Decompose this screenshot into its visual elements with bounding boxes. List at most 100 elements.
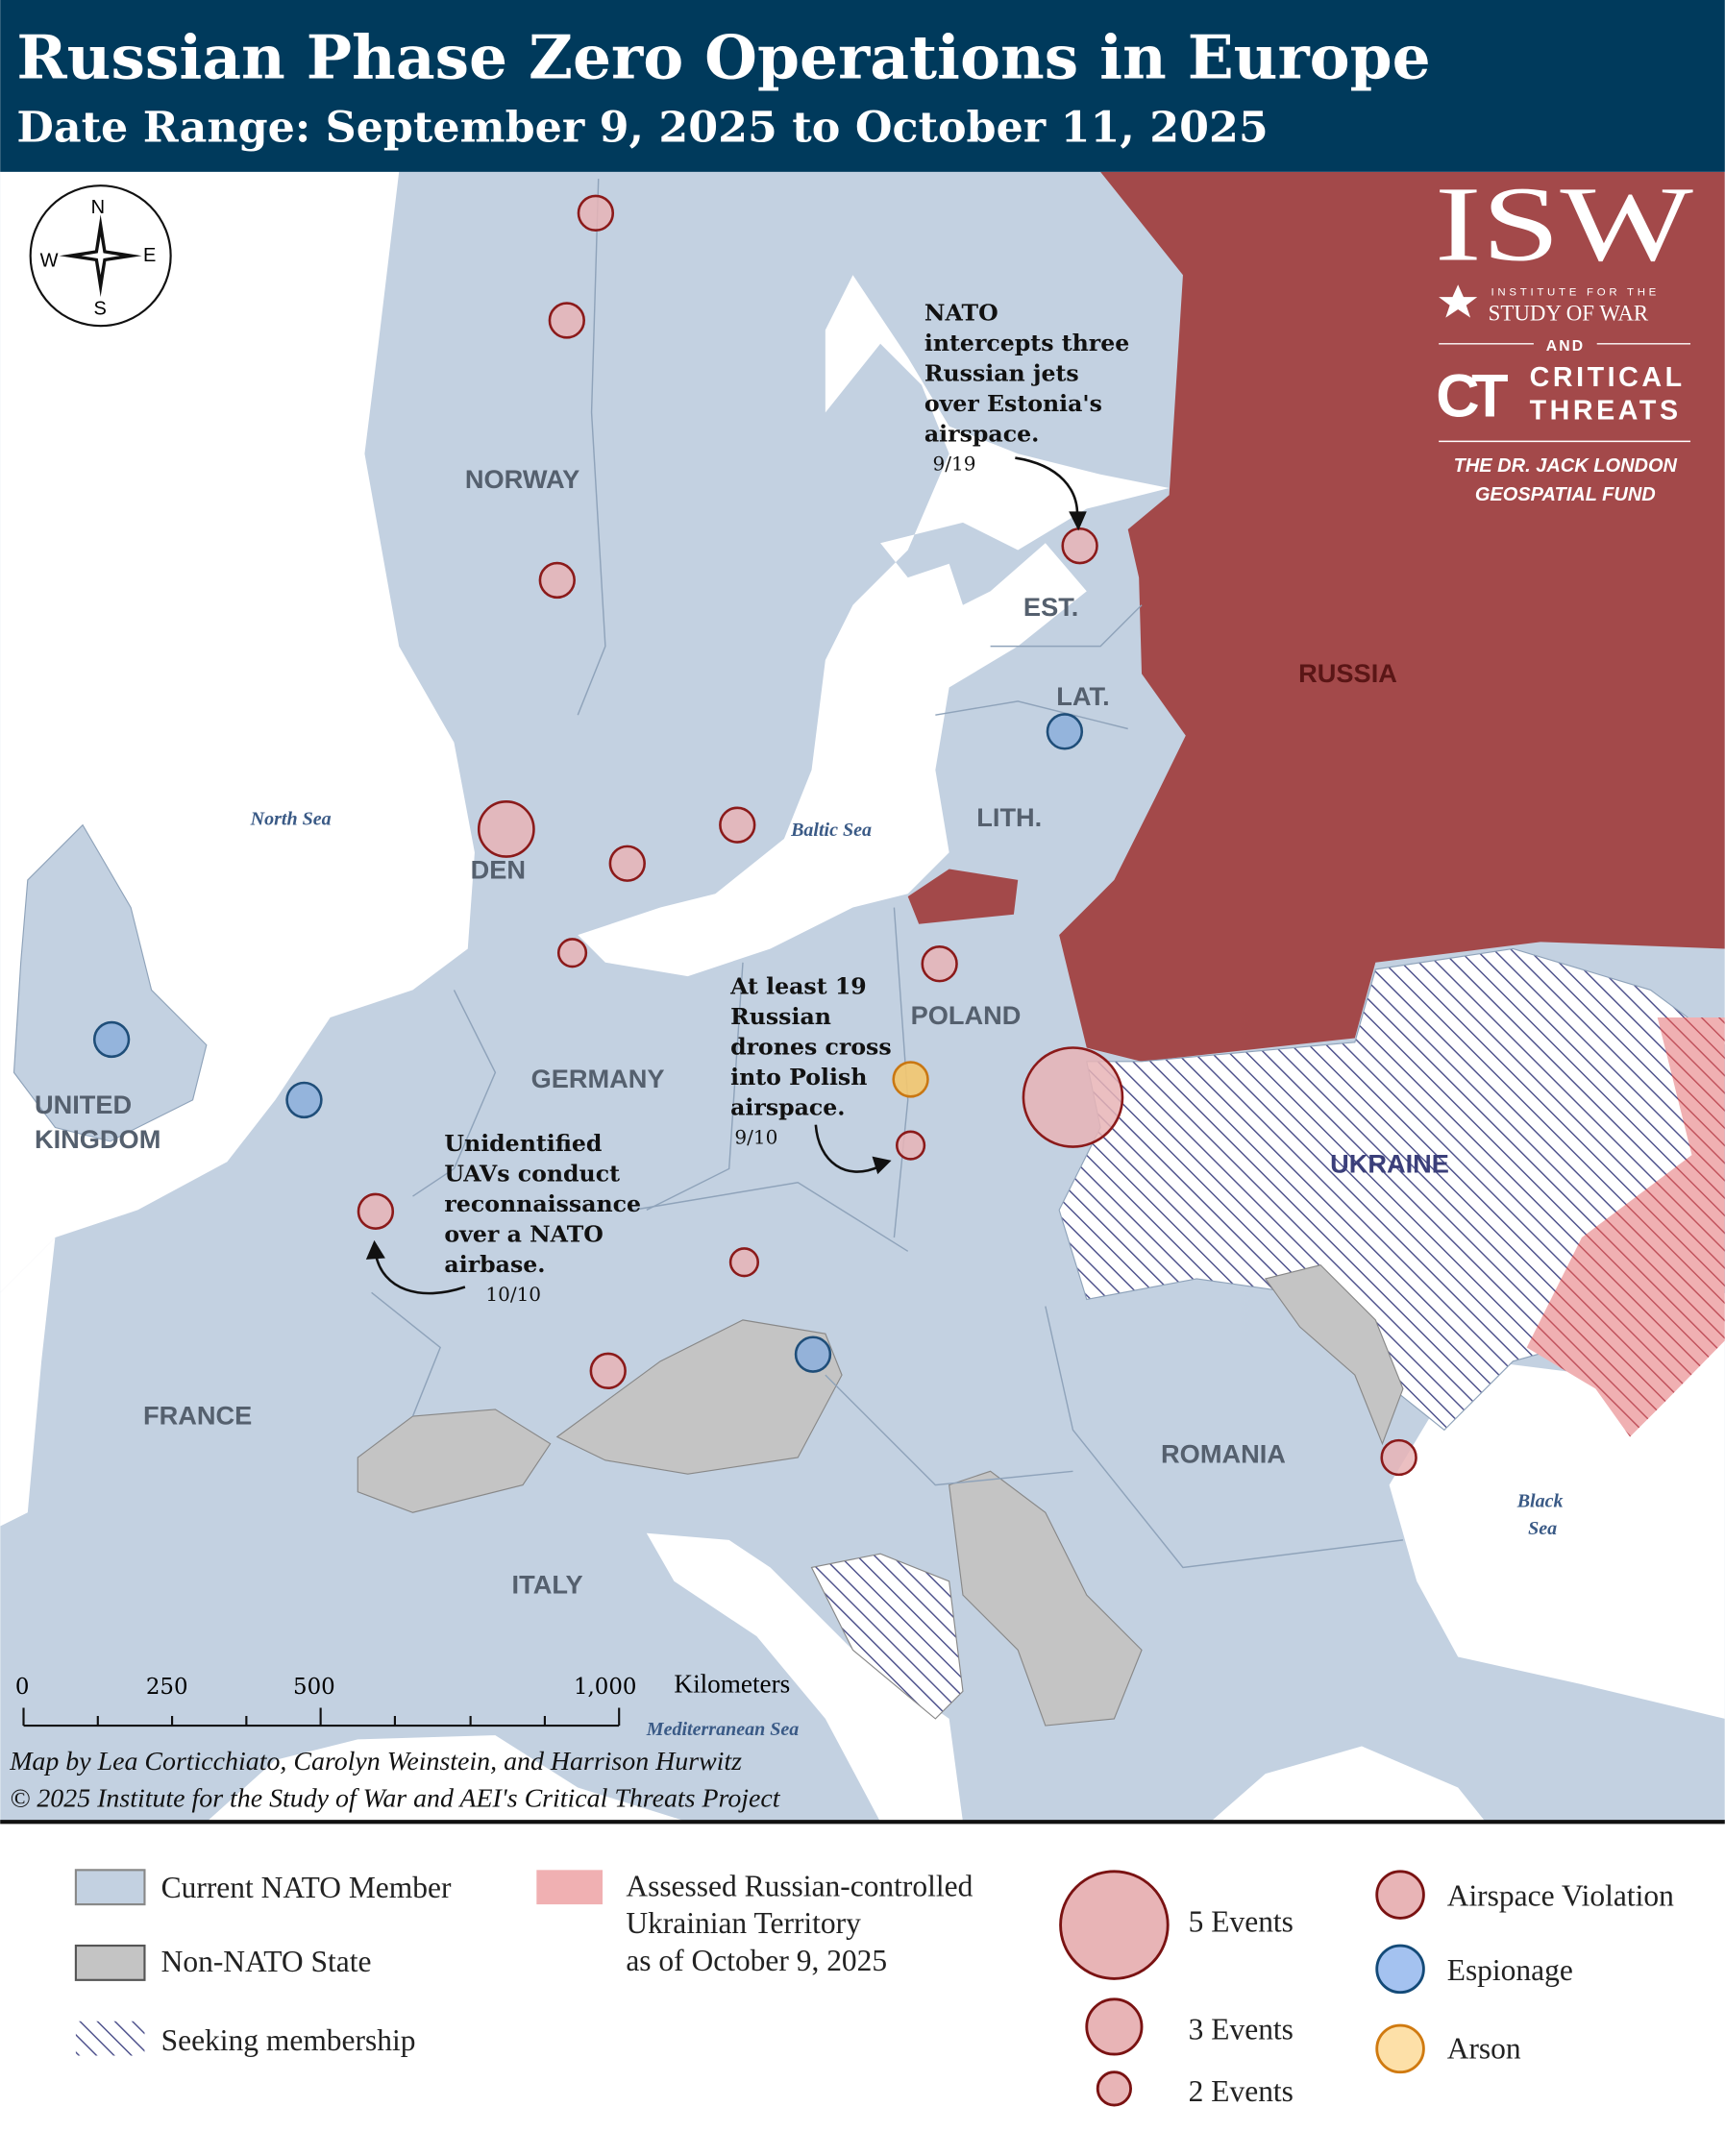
switzerland bbox=[357, 1409, 552, 1513]
label-black-sea-1: Black bbox=[1516, 1491, 1564, 1512]
marker-airspace bbox=[538, 561, 576, 600]
marker-airspace bbox=[1380, 1438, 1417, 1477]
austria bbox=[555, 1319, 843, 1475]
bay-of-biscay bbox=[0, 1237, 56, 1527]
compass-star-icon-inner bbox=[81, 236, 120, 276]
legend-swatch-non-nato bbox=[74, 1944, 146, 1981]
arrow-head bbox=[365, 1239, 385, 1260]
scale-tick-500: 500 bbox=[293, 1675, 335, 1700]
moldova bbox=[1264, 1263, 1404, 1446]
page-subtitle: Date Range: September 9, 2025 to October… bbox=[16, 102, 1268, 152]
label-italy: ITALY bbox=[512, 1570, 583, 1600]
label-latvia: LAT. bbox=[1056, 681, 1109, 711]
label-lithuania: LITH. bbox=[976, 802, 1042, 832]
compass-e: E bbox=[143, 245, 156, 266]
marker-airspace bbox=[608, 845, 646, 882]
isw-logo-text: ISW bbox=[1435, 165, 1694, 283]
event-markers bbox=[92, 194, 1417, 1477]
fund-line1: THE DR. JACK LONDON bbox=[1454, 455, 1678, 477]
scale-line bbox=[22, 1707, 621, 1727]
fund-line2: GEOSPATIAL FUND bbox=[1475, 484, 1656, 505]
marker-airspace bbox=[556, 938, 588, 968]
label-north-sea: North Sea bbox=[250, 809, 332, 830]
legend-espionage-circle bbox=[1375, 1944, 1425, 1995]
label-ukraine: UKRAINE bbox=[1330, 1149, 1449, 1179]
scale-tick-0: 0 bbox=[15, 1675, 30, 1700]
united-kingdom bbox=[12, 823, 208, 1142]
adriatic-sea bbox=[646, 1532, 963, 1823]
marker-airspace bbox=[1022, 1046, 1124, 1148]
legend-size-3-circle bbox=[1085, 1997, 1144, 2056]
legend-airspace: Airspace Violation bbox=[1447, 1879, 1674, 1913]
marker-airspace bbox=[589, 1352, 627, 1390]
marker-airspace bbox=[477, 800, 535, 858]
annotation-line: over Estonia's bbox=[924, 390, 1102, 417]
legend-nato: Current NATO Member bbox=[161, 1871, 452, 1904]
legend-size-2-circle bbox=[1096, 2070, 1132, 2107]
scale-unit: Kilometers bbox=[674, 1670, 790, 1699]
annotation-line: Russian bbox=[730, 1003, 831, 1030]
isw-line2: STUDY OF WAR bbox=[1489, 301, 1649, 325]
ct-logo-mark: CT bbox=[1436, 363, 1508, 430]
marker-espionage bbox=[285, 1081, 323, 1119]
kaliningrad bbox=[907, 869, 1019, 924]
legend-size-3: 3 Events bbox=[1189, 2012, 1294, 2046]
annotation-text: At least 19 Russian drones cross into Po… bbox=[729, 973, 899, 1121]
sea-labels: North Sea Baltic Sea Black Sea Mediterra… bbox=[250, 809, 1564, 1740]
logo-and: AND bbox=[1546, 338, 1586, 355]
annotation-belgium: Unidentified UAVs conduct reconnaissance… bbox=[365, 1130, 649, 1306]
label-baltic-sea: Baltic Sea bbox=[790, 820, 872, 841]
legend-occupied-3: as of October 9, 2025 bbox=[626, 1944, 887, 1977]
annotation-line: airspace. bbox=[730, 1094, 845, 1121]
legend-size-2: 2 Events bbox=[1189, 2074, 1294, 2108]
label-uk-2: KINGDOM bbox=[35, 1124, 160, 1154]
label-romania: ROMANIA bbox=[1161, 1439, 1286, 1469]
legend-arson-circle bbox=[1375, 2023, 1425, 2074]
marker-airspace bbox=[357, 1192, 395, 1230]
compass-s: S bbox=[94, 299, 107, 320]
annotation-line: airspace. bbox=[924, 420, 1039, 447]
legend-size-5: 5 Events bbox=[1189, 1905, 1294, 1939]
russia bbox=[1059, 171, 1725, 1062]
scale-tick-250: 250 bbox=[146, 1675, 188, 1700]
arrow bbox=[814, 1124, 881, 1173]
annotation-line: NATO bbox=[924, 299, 998, 326]
borders bbox=[371, 179, 1404, 1569]
legend-seeking: Seeking membership bbox=[161, 2023, 416, 2057]
label-black-sea-2: Sea bbox=[1528, 1518, 1557, 1539]
annotation-line: drones cross bbox=[730, 1034, 892, 1061]
map: NORWAY EST. LAT. LITH. RUSSIA DEN POLAND… bbox=[0, 165, 1725, 1823]
arrow-head bbox=[872, 1156, 892, 1175]
label-denmark: DEN bbox=[471, 854, 526, 884]
header: Russian Phase Zero Operations in Europe … bbox=[0, 0, 1725, 172]
copyright: © 2025 Institute for the Study of War an… bbox=[10, 1783, 781, 1813]
annotation-text: Unidentified UAVs conduct reconnaissance… bbox=[444, 1130, 649, 1278]
mediterranean-sea bbox=[206, 1735, 688, 1823]
label-poland: POLAND bbox=[911, 1000, 1022, 1030]
annotation-line: Unidentified bbox=[444, 1130, 602, 1157]
compass-n: N bbox=[91, 197, 105, 218]
label-france: FRANCE bbox=[143, 1401, 252, 1431]
annotation-date: 9/10 bbox=[734, 1126, 777, 1149]
legend-espionage: Espionage bbox=[1447, 1953, 1573, 1987]
label-russia: RUSSIA bbox=[1298, 658, 1397, 688]
label-germany: GERMANY bbox=[531, 1064, 665, 1093]
marker-airspace bbox=[895, 1130, 926, 1161]
marker-airspace bbox=[548, 302, 585, 339]
annotation-date: 9/19 bbox=[932, 452, 975, 475]
country-labels: NORWAY EST. LAT. LITH. RUSSIA DEN POLAND… bbox=[35, 464, 1449, 1600]
annotation-line: intercepts three bbox=[924, 330, 1129, 356]
annotation-poland: At least 19 Russian drones cross into Po… bbox=[729, 973, 899, 1175]
scale-bar: 0 250 500 1,000 Kilometers bbox=[15, 1670, 790, 1727]
legend-size-5-circle bbox=[1059, 1870, 1170, 1980]
annotation-estonia: NATO intercepts three Russian jets over … bbox=[924, 299, 1138, 531]
ct-line1: CRITICAL bbox=[1530, 362, 1686, 393]
annotation-text: NATO intercepts three Russian jets over … bbox=[924, 299, 1138, 447]
annotation-line: into Polish bbox=[730, 1064, 867, 1090]
label-estonia: EST. bbox=[1023, 592, 1078, 622]
annotation-line: over a NATO bbox=[444, 1220, 603, 1247]
annotation-line: Russian jets bbox=[924, 359, 1079, 386]
legend-occupied-1: Assessed Russian-controlled bbox=[626, 1870, 973, 1903]
baltic-sea bbox=[578, 275, 1170, 977]
arrow-head bbox=[1069, 511, 1087, 531]
